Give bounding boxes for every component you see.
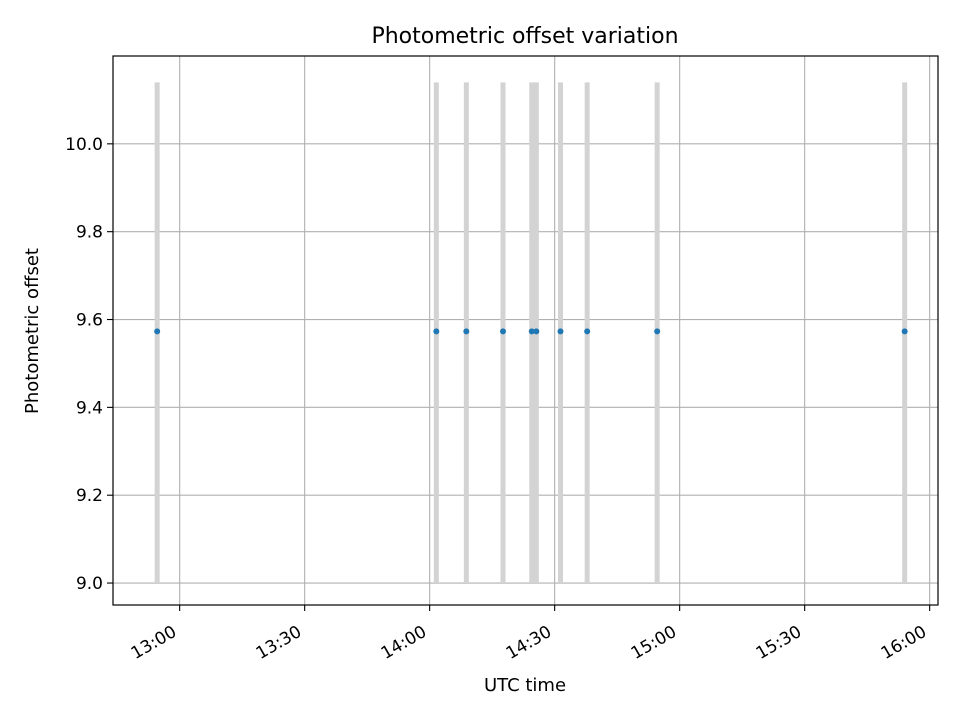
y-tick-label: 9.8	[76, 223, 103, 243]
data-point	[433, 328, 440, 335]
data-point	[528, 328, 535, 335]
y-axis-ticks: 9.0 9.2 9.4 9.6 9.8 10.0	[65, 135, 113, 594]
data-points	[154, 328, 908, 335]
data-point	[557, 328, 564, 335]
data-point	[584, 328, 591, 335]
data-point	[533, 328, 540, 335]
y-tick-label: 9.0	[76, 574, 103, 594]
chart-title: Photometric offset variation	[371, 24, 678, 49]
y-tick-label: 9.4	[76, 398, 103, 418]
x-axis-label: UTC time	[484, 675, 566, 696]
data-point	[901, 328, 908, 335]
y-tick-label: 9.6	[76, 311, 103, 331]
y-tick-label: 10.0	[65, 135, 103, 155]
data-point	[500, 328, 506, 335]
grid	[113, 56, 938, 605]
data-point	[654, 328, 661, 335]
data-point	[463, 328, 470, 335]
y-axis-label: Photometric offset	[22, 248, 43, 414]
data-point	[154, 328, 161, 335]
y-tick-label: 9.2	[76, 486, 103, 506]
plot-frame	[112, 55, 939, 606]
